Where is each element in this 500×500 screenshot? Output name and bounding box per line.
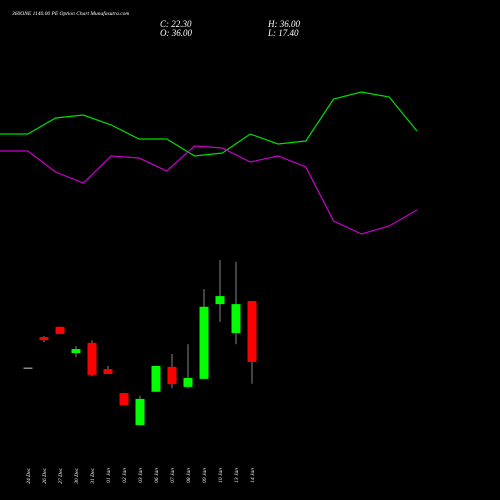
candle-body [55, 326, 65, 334]
x-tick-label: 08 Jan [186, 468, 192, 483]
candle-body [119, 393, 129, 406]
candle-body [71, 349, 81, 354]
high-stat: H: 36.00 [267, 19, 300, 29]
candle-body [215, 296, 225, 305]
x-tick-label: 13 Jan [234, 468, 240, 483]
candle-body [183, 377, 193, 387]
candle-body [135, 398, 145, 426]
x-tick-label: 03 Jan [138, 468, 144, 483]
candle-body [167, 366, 177, 385]
x-tick-label: 31 Dec [90, 467, 96, 484]
close-stat: C: 22.30 [160, 19, 192, 29]
x-tick-label: 02 Jan [122, 468, 128, 483]
x-tick-label: 14 Jan [249, 468, 256, 483]
x-tick-label: 27 Dec [58, 467, 64, 483]
x-tick-label: 24 Dec [25, 467, 32, 483]
candle-body [87, 342, 97, 375]
indicator-line [0, 145, 418, 235]
x-tick-label: 07 Jan [170, 468, 176, 483]
x-tick-label: 10 Jan [218, 468, 224, 483]
candle-body [231, 304, 241, 334]
indicator-line [0, 91, 418, 157]
candle-body [103, 369, 113, 374]
candle-body [199, 306, 209, 379]
chart-title: 360ONE 1140.00 PE Option Chart Munafasut… [11, 10, 129, 17]
candle-body [151, 365, 161, 392]
x-tick-label: 26 Dec [42, 467, 48, 483]
x-tick-label: 30 Dec [74, 467, 80, 484]
x-tick-label: 06 Jan [154, 468, 160, 483]
candle-body [247, 301, 257, 362]
x-tick-label: 01 Jan [106, 468, 112, 483]
low-stat: L: 17.40 [267, 28, 299, 38]
candle-body [39, 337, 49, 341]
x-tick-label: 09 Jan [202, 468, 208, 483]
open-stat: O: 36.00 [160, 28, 192, 38]
